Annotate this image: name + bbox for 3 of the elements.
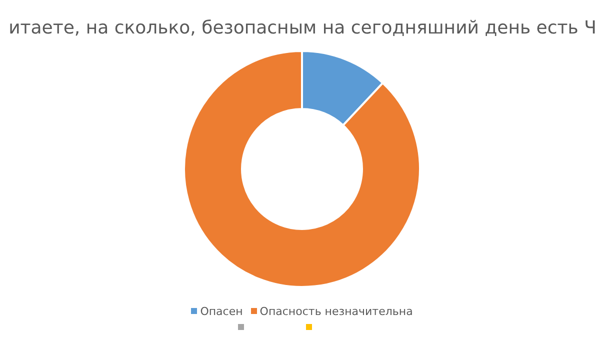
chart-title: итаете, на сколько, безопасным на сегодняшний день есть Ч [8, 18, 596, 38]
legend-label: Опасен [199, 304, 243, 320]
legend-label: Опасность незначительна [258, 304, 413, 320]
